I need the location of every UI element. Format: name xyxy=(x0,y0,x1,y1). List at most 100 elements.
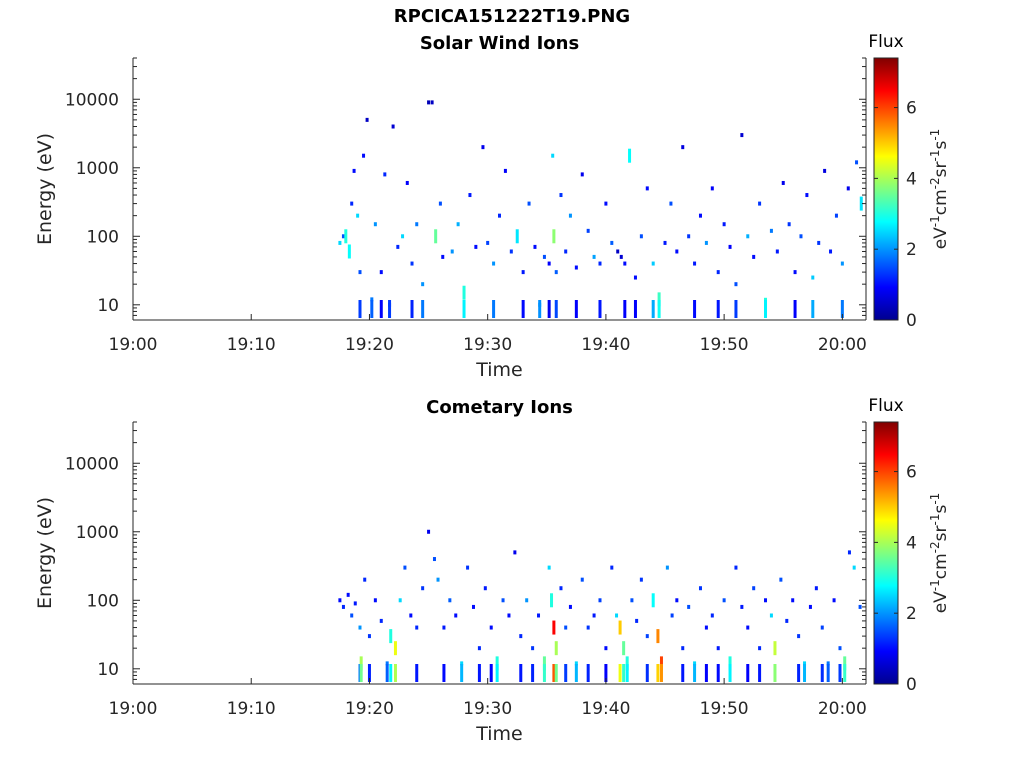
data-cell xyxy=(832,598,836,603)
data-cell xyxy=(598,598,602,603)
data-cell xyxy=(659,656,663,671)
data-cell xyxy=(659,664,663,682)
data-cell xyxy=(367,634,371,639)
data-cell xyxy=(403,565,407,570)
data-cell xyxy=(716,270,720,275)
data-cell xyxy=(410,261,414,266)
data-cell xyxy=(542,664,546,682)
data-cell xyxy=(803,664,807,682)
x-tick-label: 19:30 xyxy=(463,335,512,355)
y-tick-label: 10000 xyxy=(65,90,119,110)
data-cell xyxy=(379,300,383,318)
data-cell xyxy=(460,661,464,666)
data-cell xyxy=(430,100,434,105)
data-cell xyxy=(693,261,697,266)
data-cell xyxy=(604,646,608,651)
unit-part: sr xyxy=(931,161,951,177)
unit-exponent: -2 xyxy=(928,177,942,189)
data-cell xyxy=(542,254,546,259)
data-cell xyxy=(347,244,351,259)
data-cell xyxy=(519,664,523,682)
data-cell xyxy=(752,586,756,591)
data-cell xyxy=(551,153,555,158)
data-cell xyxy=(521,300,525,318)
data-cell xyxy=(495,656,499,671)
data-cell xyxy=(396,244,400,249)
data-cell xyxy=(564,625,568,630)
data-cell xyxy=(639,577,643,582)
data-cell xyxy=(618,620,622,635)
data-cell xyxy=(645,186,649,191)
data-cell xyxy=(341,234,345,239)
data-cell xyxy=(466,565,470,570)
data-cell xyxy=(675,598,679,603)
data-cell xyxy=(574,300,578,318)
data-cell xyxy=(350,201,354,206)
data-cell xyxy=(817,240,821,245)
data-cell xyxy=(630,598,634,603)
y-tick-label: 10 xyxy=(97,660,119,680)
data-cell xyxy=(574,265,578,270)
data-cell xyxy=(531,646,535,651)
colorbar-tick-label: 4 xyxy=(906,169,917,189)
data-cell xyxy=(773,641,777,656)
data-cell xyxy=(610,240,614,245)
data-cell xyxy=(843,656,847,671)
plot-area xyxy=(133,58,866,320)
data-cell xyxy=(432,557,436,562)
data-cell xyxy=(779,577,783,582)
data-cell xyxy=(604,201,608,206)
data-cell xyxy=(338,598,342,603)
data-cell xyxy=(793,300,797,318)
x-tick-label: 19:10 xyxy=(227,699,276,719)
data-cell xyxy=(550,593,554,608)
data-cell xyxy=(509,249,513,254)
data-cell xyxy=(598,300,602,318)
unit-part: s xyxy=(931,505,951,514)
colorbar-tick-label: 6 xyxy=(906,463,917,483)
data-cell xyxy=(722,598,726,603)
unit-exponent: -2 xyxy=(928,541,942,553)
data-cell xyxy=(838,646,842,651)
data-cell xyxy=(568,604,572,609)
data-cell xyxy=(436,577,440,582)
data-cell xyxy=(716,300,720,318)
data-cell xyxy=(352,168,356,173)
data-cell xyxy=(580,172,584,177)
data-cell xyxy=(554,300,558,318)
unit-part: eV xyxy=(931,591,951,613)
colorbar-label: Flux xyxy=(868,396,903,416)
data-cell xyxy=(843,664,847,682)
data-cell xyxy=(615,613,619,618)
data-cell xyxy=(580,577,584,582)
data-cell xyxy=(785,618,789,623)
data-cell xyxy=(645,664,649,682)
panel-title: Solar Wind Ions xyxy=(420,33,579,54)
data-cell xyxy=(834,213,838,218)
x-tick-label: 19:50 xyxy=(700,335,749,355)
data-cell xyxy=(365,117,369,122)
x-tick-label: 19:40 xyxy=(581,335,630,355)
data-cell xyxy=(486,240,490,245)
data-cell xyxy=(389,629,393,644)
data-cell xyxy=(533,244,537,249)
data-cell xyxy=(758,201,762,206)
data-cell xyxy=(434,229,438,244)
solar-wind-panel: Solar Wind Ions 19:00 19:10 19:20 19:30 19:40… xyxy=(34,32,951,381)
data-cell xyxy=(693,300,697,318)
data-cell xyxy=(793,270,797,275)
data-cell xyxy=(481,145,485,150)
data-cell xyxy=(370,297,374,302)
data-cell xyxy=(359,664,363,682)
x-tick-label: 20:00 xyxy=(818,335,867,355)
y-tick-label: 10000 xyxy=(65,454,119,474)
data-cell xyxy=(574,664,578,682)
data-cell xyxy=(383,172,387,177)
x-tick-label: 20:00 xyxy=(818,699,867,719)
data-cell xyxy=(758,646,762,651)
data-cell xyxy=(656,629,660,644)
data-cell xyxy=(820,625,824,630)
data-cell xyxy=(401,234,405,239)
data-cell xyxy=(552,620,556,635)
